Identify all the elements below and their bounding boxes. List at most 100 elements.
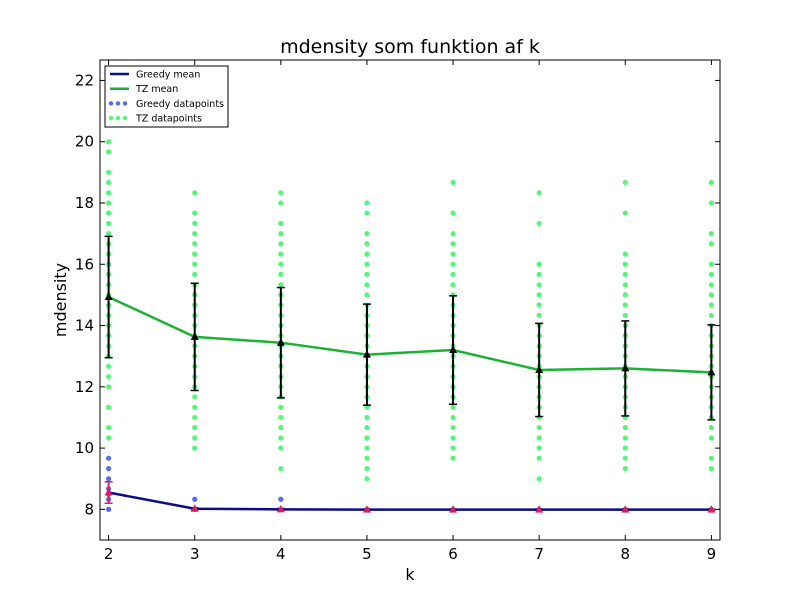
tz-datapoint <box>536 424 542 431</box>
tz-datapoint <box>106 149 112 155</box>
legend-label: Greedy mean <box>136 70 200 81</box>
tz-datapoint <box>106 210 112 216</box>
tz-datapoint <box>192 220 198 227</box>
tz-datapoint <box>364 414 370 421</box>
x-tick-label: 8 <box>621 545 631 563</box>
tz-datapoint <box>622 261 628 267</box>
plot-area <box>104 139 716 513</box>
tz-datapoint <box>450 271 456 277</box>
tz-datapoint <box>450 251 456 257</box>
y-tick-label: 18 <box>75 194 94 212</box>
greedy-datapoint <box>278 496 284 502</box>
tz-datapoint <box>106 384 112 390</box>
tz-datapoint <box>106 435 112 441</box>
tz-datapoint <box>364 261 370 267</box>
tz-datapoint <box>708 312 714 319</box>
tz-datapoint <box>192 445 198 451</box>
greedy-mean-marker <box>707 505 716 513</box>
tz-datapoint <box>622 282 628 288</box>
tz-datapoint <box>364 271 370 277</box>
tz-datapoint <box>622 435 628 441</box>
tz-datapoint <box>536 190 542 196</box>
greedy-mean-marker <box>104 488 113 496</box>
tz-datapoint <box>622 302 628 308</box>
tz-datapoint <box>364 251 370 257</box>
y-axis-label: mdensity <box>51 263 70 337</box>
tz-datapoint <box>106 179 112 186</box>
tz-datapoint <box>364 455 370 461</box>
tz-datapoint <box>364 404 370 410</box>
tz-mean-marker <box>449 345 458 354</box>
tz-datapoint <box>106 424 112 431</box>
y-tick-label: 10 <box>75 439 94 457</box>
tz-datapoint <box>536 435 542 441</box>
tz-datapoint <box>622 292 628 298</box>
tz-datapoint <box>106 363 112 369</box>
axis-ticks: 2 3 4 5 6 7 8 9 8 10 12 14 16 18 20 22 <box>75 60 720 563</box>
legend-point-swatch <box>122 115 128 121</box>
tz-datapoint <box>192 424 198 431</box>
tz-datapoint <box>708 179 714 186</box>
tz-datapoint <box>708 466 714 472</box>
tz-datapoint <box>450 231 456 237</box>
tz-datapoint <box>364 200 370 206</box>
legend-label: TZ mean <box>135 84 178 95</box>
tz-datapoint <box>708 455 714 461</box>
chart-title: mdensity som funktion af k <box>280 36 540 58</box>
tz-datapoint <box>536 445 542 451</box>
x-tick-label: 3 <box>190 545 200 563</box>
greedy-mean-marker <box>449 505 458 513</box>
tz-datapoint <box>450 455 456 461</box>
greedy-datapoint <box>106 455 112 461</box>
tz-datapoint <box>278 271 284 277</box>
tz-datapoint <box>364 435 370 441</box>
tz-datapoint <box>622 424 628 431</box>
tz-datapoint <box>622 179 628 186</box>
y-tick-label: 16 <box>75 255 94 273</box>
tz-datapoint <box>708 435 714 441</box>
tz-datapoint <box>708 292 714 298</box>
tz-datapoint <box>708 302 714 308</box>
legend-point-swatch <box>108 115 114 121</box>
tz-datapoint <box>536 292 542 298</box>
greedy-mean-marker <box>621 505 630 513</box>
tz-datapoint <box>278 466 284 472</box>
tz-datapoint <box>192 414 198 421</box>
tz-datapoint <box>278 404 284 410</box>
tz-datapoint <box>278 220 284 227</box>
axes-frame <box>99 59 721 541</box>
tz-datapoint <box>622 445 628 451</box>
tz-datapoint <box>450 435 456 441</box>
tz-datapoint <box>622 210 628 216</box>
x-tick-label: 5 <box>362 545 372 563</box>
greedy-mean-marker <box>276 504 285 513</box>
tz-datapoint <box>278 241 284 247</box>
tz-datapoint <box>278 231 284 237</box>
tz-datapoint <box>192 435 198 441</box>
tz-datapoint <box>278 200 284 206</box>
tz-datapoint <box>450 241 456 247</box>
tz-mean-line <box>108 295 712 374</box>
tz-datapoint <box>278 435 284 441</box>
tz-datapoint <box>364 476 370 482</box>
tz-datapoint <box>364 466 370 472</box>
tz-datapoint <box>192 190 198 196</box>
greedy-mean-line <box>108 491 712 511</box>
greedy-mean-marker <box>190 504 199 512</box>
tz-datapoint <box>192 271 198 277</box>
tz-datapoint <box>622 251 628 257</box>
greedy-datapoint <box>106 506 112 512</box>
tz-datapoint <box>450 404 456 410</box>
tz-datapoint <box>106 231 112 237</box>
tz-mean-marker <box>621 363 630 372</box>
legend-label: Greedy datapoints <box>136 99 224 110</box>
tz-datapoint <box>192 261 198 267</box>
greedy-datapoint <box>106 476 112 482</box>
tz-datapoint <box>278 445 284 451</box>
tz-datapoint <box>622 271 628 277</box>
tz-datapoint <box>450 282 456 288</box>
legend: Greedy mean TZ mean Greedy datapoints TZ da… <box>104 65 229 128</box>
tz-datapoint <box>708 424 714 431</box>
tz-datapoint <box>708 271 714 277</box>
